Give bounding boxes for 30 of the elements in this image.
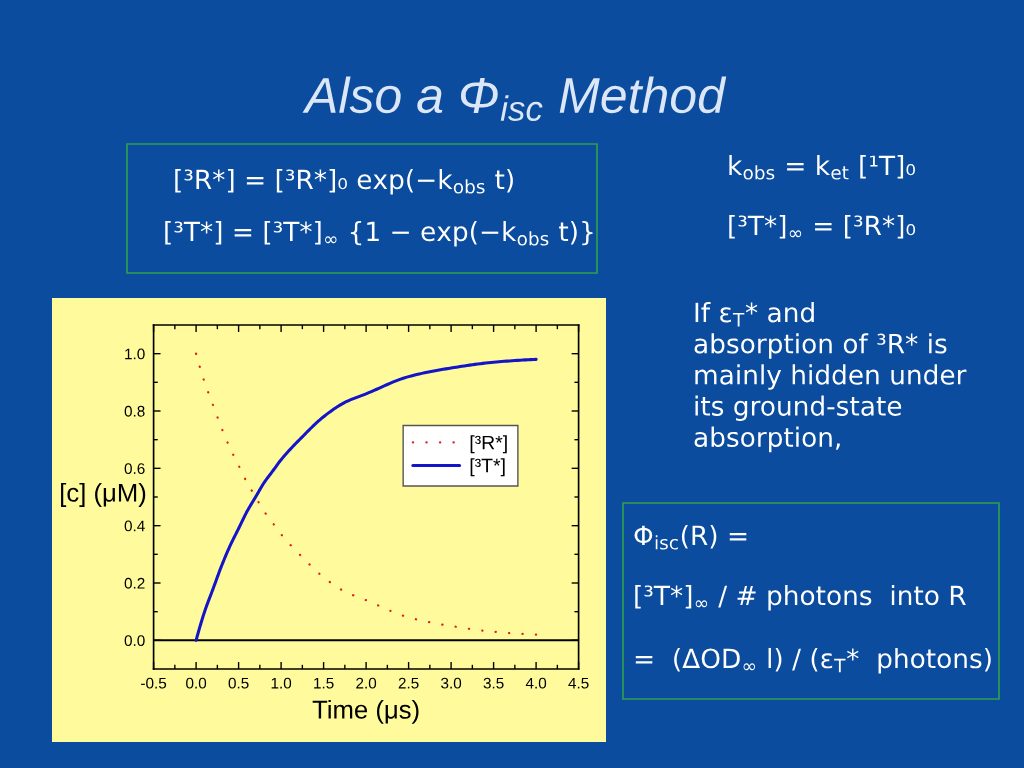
text: If ε$_{T}$* and absorption of ³R* is mainly hidden under its ground-state absorption, bbox=[694, 302, 967, 453]
chart-title: Also a Φ$_{isc}$ Method bbox=[302, 76, 727, 121]
text: [³T*]$_{∞}$ / # photons into R bbox=[635, 584, 966, 611]
y-tick-label: 0.2 bbox=[124, 577, 145, 589]
x-tick-label: 3.0 bbox=[441, 677, 462, 689]
text: k$_{obs}$ = k$_{et}$ [¹T]₀ bbox=[729, 154, 915, 180]
y-tick-label: 0.0 bbox=[124, 635, 145, 647]
x-tick-label: 1.5 bbox=[314, 677, 334, 689]
y-tick-label: 0.8 bbox=[124, 405, 145, 417]
x-tick-label: 4.0 bbox=[525, 677, 547, 689]
x-tick-label: -0.5 bbox=[141, 677, 167, 689]
y-tick-label: 0.6 bbox=[124, 463, 145, 475]
legend-label: [³R*] bbox=[470, 435, 507, 454]
x-tick-label: 0.0 bbox=[186, 677, 207, 689]
y-axis-title: [c] (μM) bbox=[61, 482, 146, 507]
text: Φ$_{isc}$(R) = bbox=[634, 524, 747, 550]
x-axis-title: Time (μs) bbox=[312, 699, 419, 724]
x-tick-label: 4.5 bbox=[568, 677, 589, 689]
x-tick-label: 2.0 bbox=[356, 677, 377, 689]
text: [³T*] = [³T*]$_{∞}$ {1 − exp(−k$_{obs}$ t)} bbox=[165, 220, 593, 247]
x-tick-label: 1.0 bbox=[271, 677, 292, 689]
text: [³T*]$_{∞}$ = [³R*]₀ bbox=[729, 214, 916, 239]
legend-label: [³T*] bbox=[470, 458, 505, 477]
text: = (ΔOD$_{∞}$ l) / (ε$_{T}$* photons) bbox=[635, 647, 991, 674]
x-tick-label: 0.5 bbox=[228, 677, 249, 689]
x-tick-label: 3.5 bbox=[483, 677, 504, 689]
x-tick-label: 2.5 bbox=[398, 677, 419, 689]
y-tick-label: 0.4 bbox=[124, 520, 145, 532]
y-tick-label: 1.0 bbox=[125, 348, 145, 360]
text: [³R*] = [³R*]₀ exp(−k$_{obs}$ t) bbox=[175, 168, 513, 195]
